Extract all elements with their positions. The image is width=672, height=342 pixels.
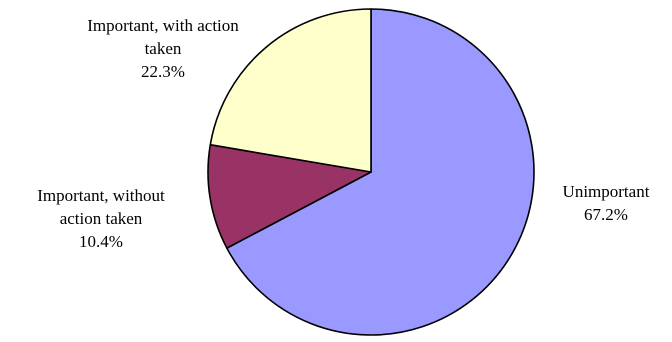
slice-label-line: taken (145, 39, 182, 58)
slice-label-line: 67.2% (584, 205, 628, 224)
pie-slice-2 (209, 8, 372, 173)
slice-label-1: Important, without action taken 10.4% (37, 186, 165, 251)
slice-label-line: action taken (60, 209, 143, 228)
pie-slice-1 (207, 143, 372, 249)
slice-label-2: Important, with action taken 22.3% (87, 16, 239, 81)
slice-label-line: Important, without (37, 186, 165, 205)
pie-labels: Unimportant 67.2% Important, without action… (37, 16, 649, 251)
slice-label-0: Unimportant 67.2% (563, 182, 650, 224)
slice-label-line: 22.3% (141, 62, 185, 81)
slice-label-line: 10.4% (79, 232, 123, 251)
slice-label-line: Important, with action (87, 16, 239, 35)
pie-slice-0 (226, 8, 535, 336)
slice-label-line: Unimportant (563, 182, 650, 201)
pie-slices (207, 8, 535, 336)
